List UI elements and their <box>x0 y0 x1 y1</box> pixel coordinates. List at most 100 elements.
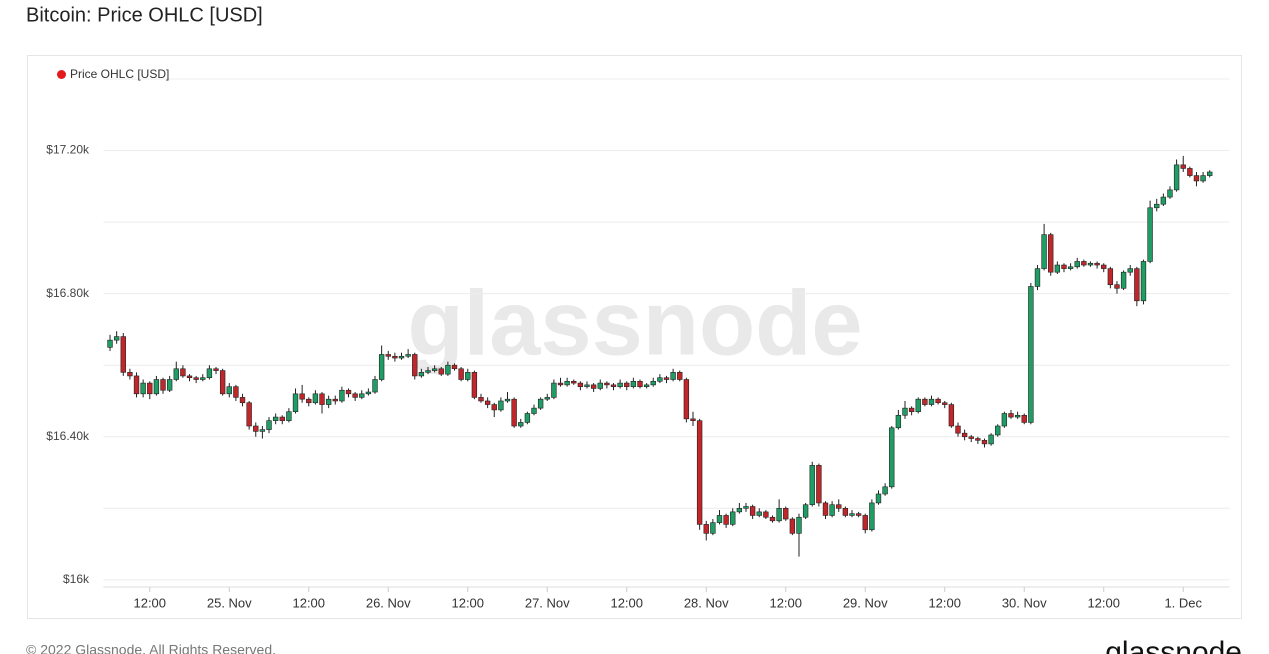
candle-body <box>378 354 385 380</box>
candle-body <box>504 398 511 402</box>
candle-body <box>352 393 358 398</box>
candle-body <box>590 384 597 389</box>
candle-body <box>537 398 544 409</box>
footer: © 2022 Glassnode. All Rights Reserved. <box>26 642 276 654</box>
candle-body <box>431 368 438 371</box>
candle-body <box>783 507 789 520</box>
candle-body <box>928 398 935 405</box>
candle-body <box>1034 268 1041 287</box>
candle-body <box>312 393 319 404</box>
candle-body <box>1193 175 1200 182</box>
x-tick-label: 25. Nov <box>207 595 252 610</box>
candle-body <box>412 354 418 377</box>
candle-body <box>1127 268 1133 273</box>
candle-body <box>511 398 517 427</box>
x-tick-label: 12:00 <box>133 595 166 610</box>
candle-body <box>107 339 113 348</box>
candle-body <box>670 372 676 380</box>
candle-body <box>743 506 749 509</box>
candle-body <box>855 513 862 516</box>
candle-body <box>279 416 285 421</box>
candle-body <box>484 400 491 405</box>
candle-body <box>723 515 729 525</box>
candle-body <box>749 506 756 516</box>
x-tick-label: 12:00 <box>928 595 961 610</box>
candle-body <box>597 382 603 389</box>
x-tick-label: 12:00 <box>1087 595 1120 610</box>
candle-body <box>1200 175 1206 182</box>
candle-body <box>955 425 961 434</box>
candle-body <box>1001 413 1008 427</box>
candle-body <box>219 370 226 395</box>
candle-body <box>339 389 345 402</box>
candle-body <box>206 368 213 379</box>
candle-body <box>657 377 663 382</box>
candle-body <box>617 382 623 387</box>
candle-body <box>292 393 299 413</box>
candle-body <box>1101 264 1107 269</box>
logo: glassnode <box>1105 636 1242 654</box>
candle-body <box>518 422 524 427</box>
candle-body <box>716 515 723 523</box>
candle-body <box>961 432 968 438</box>
candle-body <box>610 384 617 387</box>
candle-body <box>498 400 504 411</box>
x-tick-label: 27. Nov <box>525 595 570 610</box>
candle-body <box>988 434 994 445</box>
candle-body <box>922 398 928 405</box>
candle-body <box>1173 164 1180 191</box>
candle-body <box>577 382 584 387</box>
candle-body <box>756 511 762 516</box>
candle-body <box>325 398 332 405</box>
candle-body <box>1167 189 1173 198</box>
chart-title: Bitcoin: Price OHLC [USD] <box>26 4 263 26</box>
candle-body <box>948 404 955 427</box>
candle-body <box>193 377 199 380</box>
candle-body <box>736 507 743 513</box>
candle-body <box>1048 234 1054 273</box>
candle-body <box>1067 266 1074 269</box>
candle-body <box>551 382 557 398</box>
candle-body <box>1074 261 1080 268</box>
candle-body <box>1140 261 1147 302</box>
candle-body <box>272 416 279 421</box>
candle-body <box>438 368 444 375</box>
candle-body <box>365 391 372 395</box>
candle-body <box>226 386 232 395</box>
x-tick-label: 12:00 <box>610 595 643 610</box>
candle-body <box>458 368 464 380</box>
x-tick-label: 12:00 <box>769 595 802 610</box>
candle-body <box>889 427 895 488</box>
x-tick-label: 29. Nov <box>843 595 888 610</box>
candle-body <box>160 379 166 391</box>
candle-body <box>902 407 908 416</box>
x-tick-label: 12:00 <box>451 595 484 610</box>
candle-body <box>173 368 179 380</box>
candle-body <box>253 425 259 432</box>
candle-body <box>769 516 776 522</box>
candle-body <box>491 404 497 411</box>
candle-body <box>319 393 325 405</box>
candle-body <box>1081 261 1087 266</box>
x-tick-label: 30. Nov <box>1002 595 1047 610</box>
candle-body <box>359 393 365 398</box>
candle-body <box>345 389 352 395</box>
x-tick-label: 28. Nov <box>684 595 729 610</box>
candle-body <box>789 518 796 534</box>
candle-body <box>915 398 921 413</box>
candle-body <box>802 504 809 518</box>
candle-body <box>445 364 451 375</box>
candle-body <box>584 384 590 387</box>
candle-body <box>630 380 637 387</box>
candle-body <box>564 380 570 386</box>
candle-body <box>1160 196 1167 205</box>
candle-body <box>166 379 173 391</box>
candle-body <box>776 507 782 522</box>
candle-body <box>140 382 146 395</box>
candle-body <box>730 511 736 525</box>
candle-body <box>113 336 120 341</box>
candle-body <box>1094 262 1100 266</box>
candle-body <box>796 516 802 534</box>
candle-body <box>1041 234 1047 269</box>
chart-frame <box>27 55 1242 619</box>
